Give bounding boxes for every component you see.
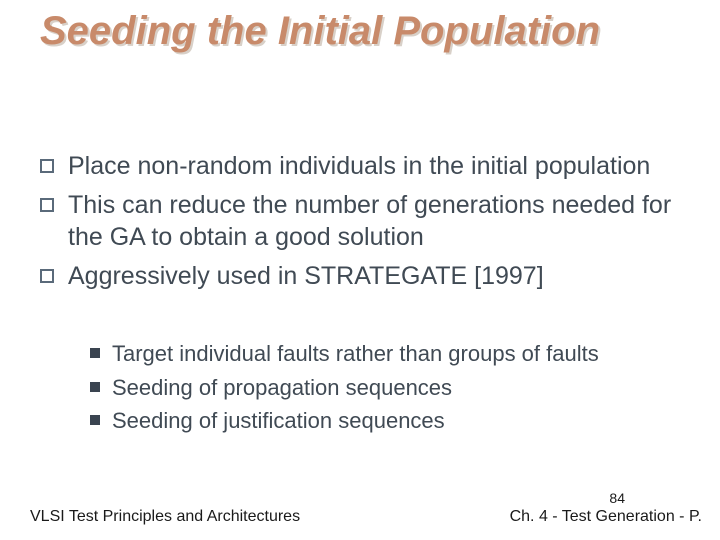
list-item: Place non-random individuals in the init… [40, 150, 690, 183]
list-item-text: Aggressively used in STRATEGATE [1997] [68, 260, 544, 293]
square-bullet-icon [90, 348, 100, 358]
list-item-text: Place non-random individuals in the init… [68, 150, 650, 183]
square-bullet-icon [90, 415, 100, 425]
page-number: 84 [609, 490, 625, 506]
square-bullet-icon [40, 198, 54, 212]
square-bullet-icon [90, 382, 100, 392]
list-item-text: Seeding of justification sequences [112, 407, 445, 435]
list-item-text: Seeding of propagation sequences [112, 374, 452, 402]
list-item-text: This can reduce the number of generation… [68, 189, 690, 254]
list-item: This can reduce the number of generation… [40, 189, 690, 254]
square-bullet-icon [40, 269, 54, 283]
list-item: Target individual faults rather than gro… [90, 340, 690, 368]
main-list: Place non-random individuals in the init… [40, 150, 690, 298]
list-item: Aggressively used in STRATEGATE [1997] [40, 260, 690, 293]
list-item-text: Target individual faults rather than gro… [112, 340, 599, 368]
list-item: Seeding of justification sequences [90, 407, 690, 435]
footer-right: Ch. 4 - Test Generation - P. [510, 508, 702, 526]
footer-left: VLSI Test Principles and Architectures [30, 508, 300, 526]
sub-list: Target individual faults rather than gro… [90, 340, 690, 441]
square-bullet-icon [40, 159, 54, 173]
list-item: Seeding of propagation sequences [90, 374, 690, 402]
slide-title: Seeding the Initial Population [40, 8, 680, 54]
slide: Seeding the Initial Population Place non… [0, 0, 720, 540]
